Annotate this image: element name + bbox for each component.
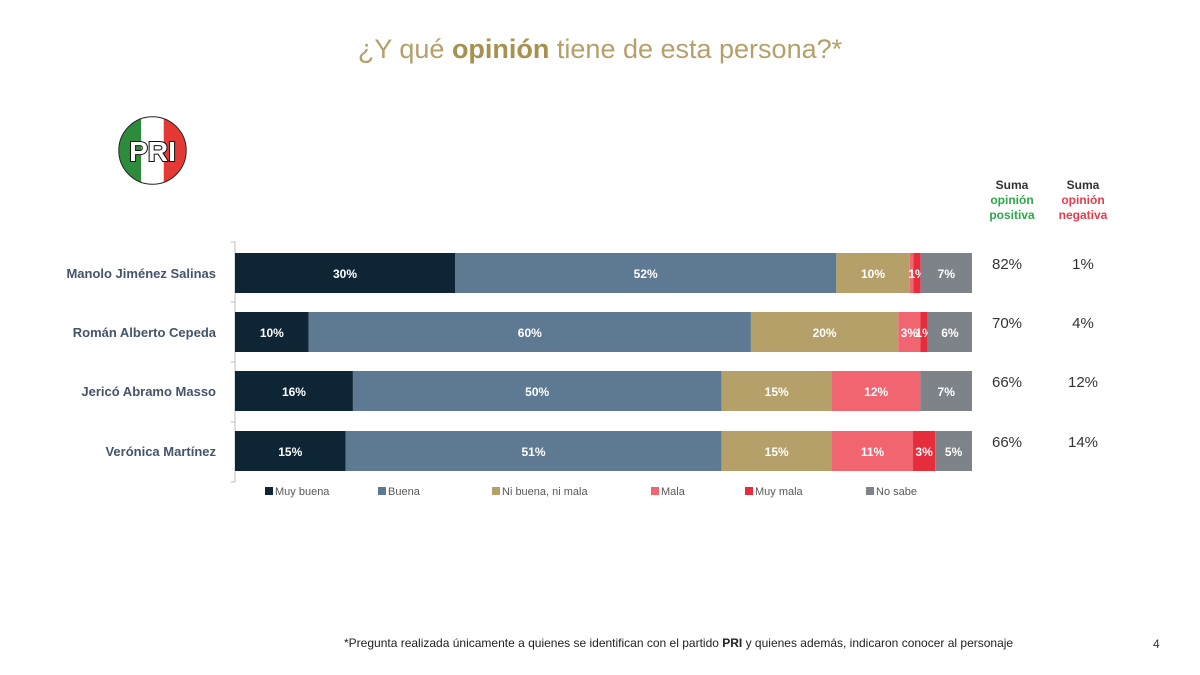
bar-segment	[455, 253, 837, 293]
bar-segment	[235, 253, 455, 293]
data-label: 11%	[861, 445, 885, 459]
data-label: 15%	[278, 445, 302, 459]
footnote: *Pregunta realizada únicamente a quienes…	[344, 636, 1014, 650]
data-label: 7%	[938, 267, 956, 281]
bar-segment	[913, 431, 936, 471]
data-label: 16%	[282, 385, 306, 399]
data-label: 10%	[861, 267, 885, 281]
pri-logo: PRI	[118, 116, 187, 185]
sum-positive-value: 66%	[992, 374, 1022, 391]
legend-label: Muy buena	[275, 486, 330, 498]
data-label: 5%	[945, 445, 963, 459]
category-label: Jericó Abramo Masso	[81, 384, 216, 399]
legend-swatch	[745, 487, 753, 495]
legend-swatch	[378, 487, 386, 495]
sum-negative-value: 1%	[1072, 256, 1094, 273]
sum-negative-value: 4%	[1072, 315, 1094, 332]
data-label: 6%	[941, 326, 959, 340]
bar-segment	[345, 431, 722, 471]
data-label: 12%	[864, 385, 888, 399]
legend-label: Ni buena, ni mala	[502, 486, 588, 498]
legend-label: Muy mala	[755, 486, 804, 498]
page-number: 4	[1153, 637, 1160, 651]
bar-segment	[909, 253, 914, 293]
category-label: Verónica Martínez	[105, 444, 216, 459]
bar-segment	[721, 431, 832, 471]
sum-positive-value: 70%	[992, 315, 1022, 332]
svg-text:PRI: PRI	[129, 136, 176, 167]
sum-negative-value: 12%	[1068, 374, 1098, 391]
data-label: 15%	[765, 385, 789, 399]
data-label: 20%	[813, 326, 837, 340]
page-title: ¿Y qué opinión tiene de esta persona?*	[357, 34, 843, 64]
bar-segment	[935, 431, 972, 471]
category-label: Román Alberto Cepeda	[73, 325, 217, 340]
bar-segment	[831, 371, 921, 411]
bar-segment	[352, 371, 722, 411]
bar-segment	[836, 253, 910, 293]
bar-segment	[920, 371, 972, 411]
bar-segment	[920, 253, 972, 293]
bar-segment	[927, 312, 972, 352]
bar-segment	[235, 371, 353, 411]
legend-swatch	[492, 487, 500, 495]
bar-segment	[898, 312, 921, 352]
bar-segment	[831, 431, 914, 471]
bar-segment	[308, 312, 751, 352]
legend-swatch	[866, 487, 874, 495]
legend-swatch	[265, 487, 273, 495]
data-label: 50%	[525, 385, 549, 399]
bar-segment	[750, 312, 899, 352]
data-label: 15%	[765, 445, 789, 459]
bar-segment	[235, 431, 346, 471]
legend-label: Buena	[388, 486, 421, 498]
sum-positive-value: 82%	[992, 256, 1022, 273]
data-label: 51%	[521, 445, 545, 459]
legend-label: Mala	[661, 486, 686, 498]
legend-swatch	[651, 487, 659, 495]
sum-negative-value: 14%	[1068, 434, 1098, 451]
bar-segment	[920, 312, 928, 352]
sum-positive-header: Suma opinión positiva	[989, 178, 1035, 222]
data-label: 30%	[333, 267, 357, 281]
data-label: 60%	[518, 326, 542, 340]
sum-negative-header: Suma opinión negativa	[1058, 178, 1108, 222]
data-label: 10%	[260, 326, 284, 340]
sum-positive-value: 66%	[992, 434, 1022, 451]
data-label: 7%	[938, 385, 956, 399]
data-label: 3%	[915, 445, 933, 459]
bar-segment	[721, 371, 832, 411]
bar-segment	[913, 253, 921, 293]
data-label: 3%	[901, 326, 919, 340]
bar-segment	[235, 312, 309, 352]
category-label: Manolo Jiménez Salinas	[66, 266, 216, 281]
legend-label: No sabe	[876, 486, 917, 498]
data-label: 52%	[634, 267, 658, 281]
